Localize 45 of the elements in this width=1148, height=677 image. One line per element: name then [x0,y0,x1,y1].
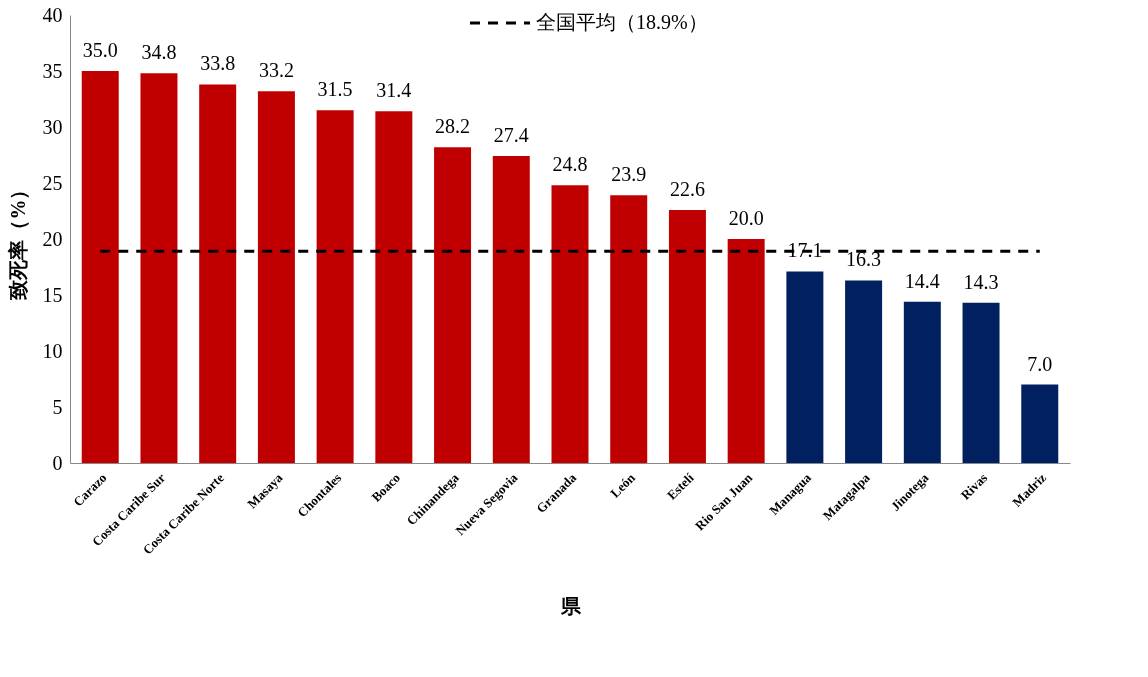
bar [1021,384,1059,463]
bar [845,280,883,463]
bar [140,73,178,463]
data-label: 33.8 [200,52,236,75]
bar [434,147,472,463]
data-label: 16.3 [846,248,882,271]
data-label: 27.4 [493,124,529,147]
y-tick-label: 10 [42,339,63,362]
y-tick-label: 15 [42,283,63,306]
bar [786,271,824,463]
bar [962,302,1000,463]
data-label: 24.8 [552,153,588,176]
y-tick-label: 20 [42,227,63,250]
bar [316,110,354,463]
data-label: 28.2 [435,115,471,138]
data-label: 35.0 [82,39,118,61]
y-tick-label: 25 [42,171,63,194]
x-axis-title: 県 [559,595,582,618]
bar [257,91,295,463]
bar [727,239,765,463]
bar [551,185,589,463]
legend-label: 全国平均（18.9%） [536,11,708,33]
y-tick-label: 5 [52,395,63,418]
data-label: 33.2 [258,59,294,82]
data-label: 31.4 [376,79,412,102]
data-label: 31.5 [317,78,353,101]
bar [610,195,648,463]
data-label: 34.8 [141,41,177,64]
data-label: 20.0 [728,207,764,229]
bar [668,209,706,463]
y-tick-label: 0 [52,451,63,474]
y-axis-title: 致死率（%） [6,179,29,301]
data-label: 14.3 [963,270,999,293]
data-label: 7.0 [1027,352,1053,375]
y-tick-label: 35 [42,59,63,82]
bar [903,301,941,463]
bar [199,84,237,463]
bar [492,156,530,463]
data-label: 23.9 [611,163,647,186]
y-tick-label: 40 [42,3,63,26]
bar [375,111,413,463]
y-tick-label: 30 [42,115,63,138]
data-label: 14.4 [904,269,940,292]
data-label: 22.6 [669,177,705,200]
bar [81,71,119,463]
